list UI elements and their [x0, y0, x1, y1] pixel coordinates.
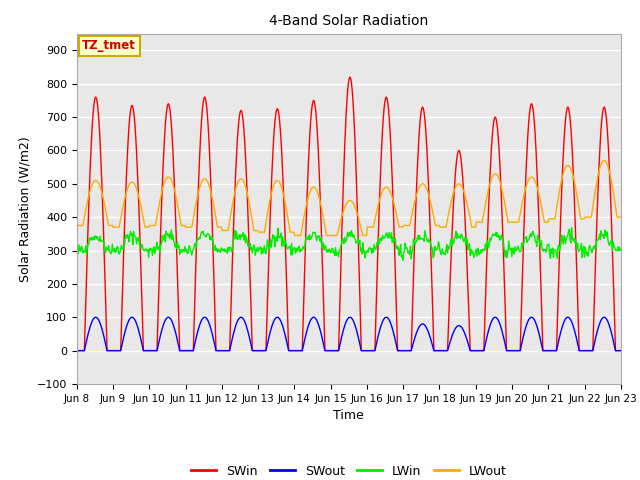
LWout	[73, 223, 81, 228]
SWin	[431, 348, 439, 353]
SWout	[416, 324, 424, 329]
LWin	[416, 233, 424, 239]
LWout	[194, 192, 202, 197]
SWin	[223, 348, 230, 353]
SWin	[139, 322, 147, 328]
Title: 4-Band Solar Radiation: 4-Band Solar Radiation	[269, 14, 428, 28]
LWin	[194, 236, 202, 242]
SWout	[617, 348, 625, 353]
Y-axis label: Solar Radiation (W/m2): Solar Radiation (W/m2)	[18, 136, 31, 282]
LWout	[291, 233, 298, 239]
LWin	[431, 246, 439, 252]
SWin	[617, 348, 625, 353]
Line: LWout: LWout	[77, 160, 621, 236]
Line: SWin: SWin	[77, 77, 621, 350]
SWout	[195, 325, 202, 331]
LWout	[600, 157, 608, 163]
Text: TZ_tmet: TZ_tmet	[82, 39, 136, 52]
LWout	[223, 228, 230, 233]
LWin	[568, 225, 575, 230]
SWout	[92, 314, 100, 320]
Line: SWout: SWout	[77, 317, 621, 350]
SWout	[73, 348, 81, 353]
SWout	[83, 337, 90, 343]
SWin	[346, 74, 354, 80]
SWin	[416, 125, 424, 131]
LWin	[223, 248, 230, 254]
LWout	[617, 214, 625, 220]
SWout	[431, 348, 439, 353]
LWin	[139, 246, 147, 252]
LWin	[399, 257, 407, 263]
LWin	[83, 252, 90, 257]
SWin	[73, 348, 81, 353]
LWout	[431, 223, 439, 228]
Legend: SWin, SWout, LWin, LWout: SWin, SWout, LWin, LWout	[186, 460, 512, 480]
Line: LWin: LWin	[77, 228, 621, 260]
LWin	[617, 246, 625, 252]
SWin	[83, 269, 90, 275]
SWout	[223, 348, 231, 353]
LWout	[83, 203, 90, 208]
SWout	[140, 348, 147, 353]
LWout	[416, 184, 424, 190]
LWout	[139, 212, 147, 218]
LWin	[73, 246, 81, 252]
SWin	[194, 199, 202, 204]
X-axis label: Time: Time	[333, 409, 364, 422]
